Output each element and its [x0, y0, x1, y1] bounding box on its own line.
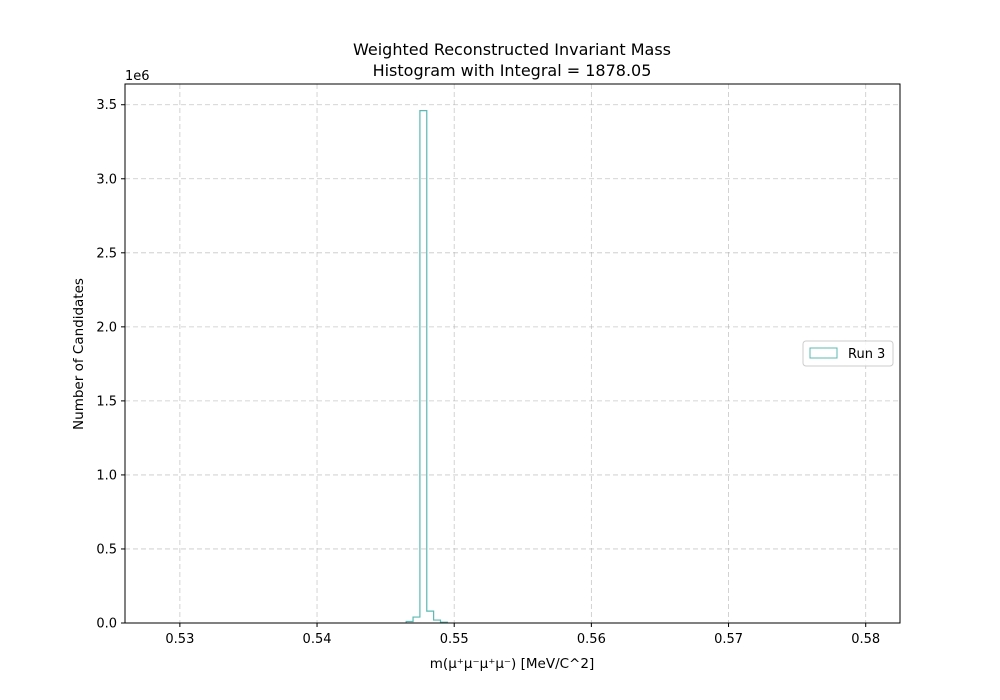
plot-frame	[124, 83, 901, 624]
x-tick-label: 0.57	[714, 632, 743, 647]
histogram-step-line	[405, 110, 448, 623]
histogram-series	[405, 110, 448, 623]
x-tick-label: 0.58	[851, 632, 880, 647]
grid	[125, 84, 900, 623]
y-tick-label: 2.5	[96, 246, 117, 261]
y-tick-label: 0.5	[96, 542, 117, 557]
x-axis-label: m(μ⁺μ⁻μ⁺μ⁻) [MeV/C^2]	[430, 656, 594, 672]
y-tick-label: 2.0	[96, 320, 117, 335]
x-tick-label: 0.56	[577, 632, 606, 647]
y-axis-label: Number of Candidates	[71, 278, 87, 430]
x-tick-label: 0.54	[303, 632, 332, 647]
x-tick-label: 0.53	[165, 632, 194, 647]
histogram-bin	[420, 111, 427, 623]
x-tick-label: 0.55	[440, 632, 469, 647]
y-tick-label: 3.5	[96, 98, 117, 113]
y-tick-label: 1.0	[96, 468, 117, 483]
chart-title: Weighted Reconstructed Invariant Mass	[353, 40, 671, 59]
y-tick-label: 1.5	[96, 394, 117, 409]
legend-swatch-run-3	[809, 347, 838, 359]
legend-box	[802, 340, 894, 367]
legend-label-run-3: Run 3	[848, 347, 885, 362]
legend: Run 3	[802, 340, 894, 367]
y-tick-label: 3.0	[96, 172, 117, 187]
y-offset-label: 1e6	[125, 69, 150, 84]
y-axis-ticks: 0.0 0.5 1.0 1.5 2.0 2.5 3.0 3.5	[96, 98, 125, 632]
y-tick-label: 0.0	[96, 617, 117, 632]
x-axis-ticks: 0.53 0.54 0.55 0.56 0.57 0.58	[165, 623, 880, 647]
histogram-bin	[413, 617, 420, 623]
histogram-bin	[427, 611, 434, 623]
chart-subtitle: Histogram with Integral = 1878.05	[373, 61, 652, 80]
